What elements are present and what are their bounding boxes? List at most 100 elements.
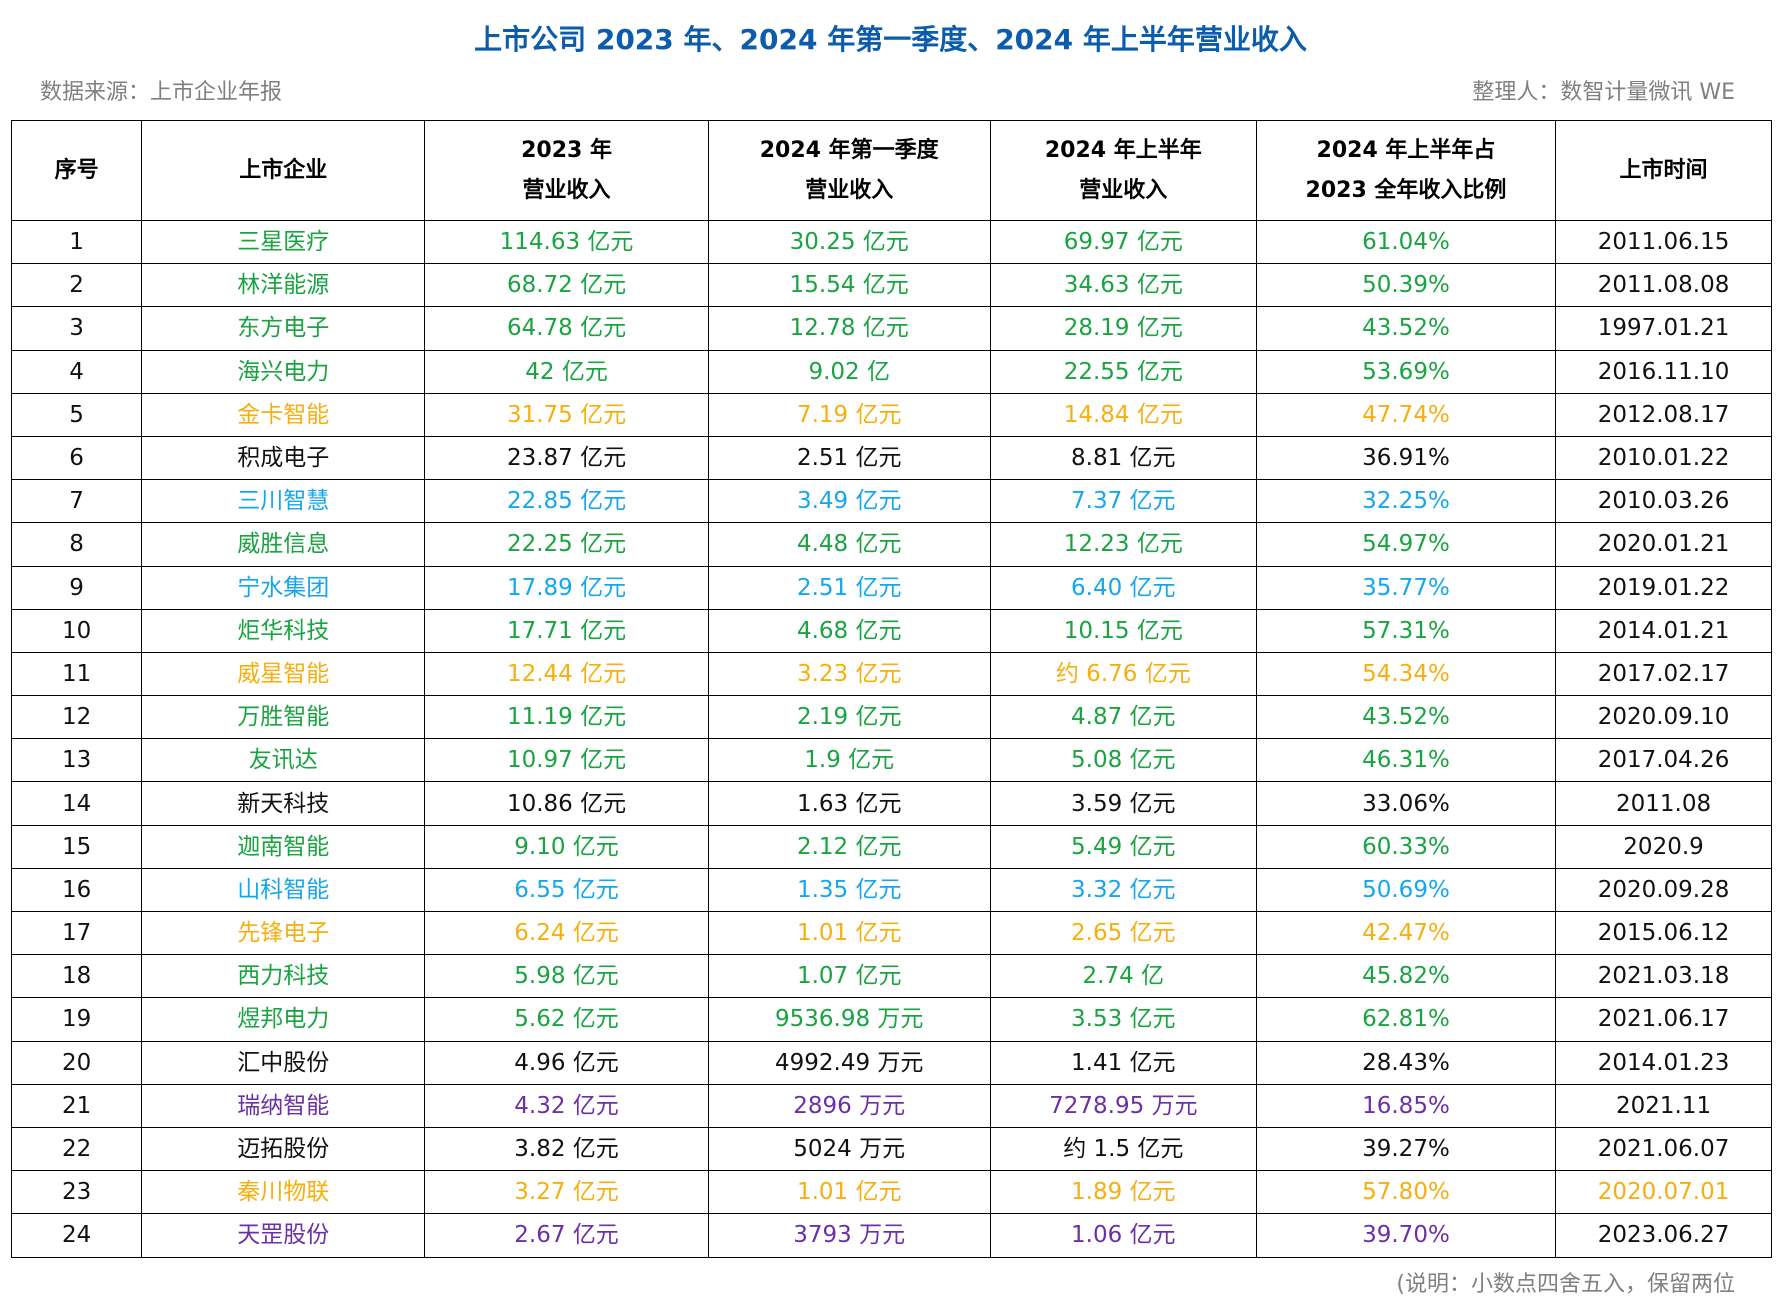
row-index: 1 bbox=[10, 219, 143, 265]
company-name: 煜邦电力 bbox=[141, 997, 426, 1042]
revenue-2024-h1: 12.23 亿元 bbox=[989, 522, 1257, 567]
row-index: 14 bbox=[10, 781, 143, 826]
table-row: 17 先锋电子 6.24 亿元 1.01 亿元 2.65 亿元 42.47% 2015.06… bbox=[10, 910, 1772, 956]
ratio-percent: 35.77% bbox=[1255, 565, 1557, 610]
listing-date: 2011.08 bbox=[1555, 781, 1772, 826]
listing-date: 2020.07.01 bbox=[1555, 1170, 1772, 1215]
ratio-percent: 57.31% bbox=[1255, 608, 1557, 653]
revenue-2024-q1: 3793 万元 bbox=[707, 1213, 991, 1258]
listing-date: 2012.08.17 bbox=[1555, 392, 1772, 437]
ratio-percent: 47.74% bbox=[1255, 392, 1557, 437]
revenue-2024-q1: 4992.49 万元 bbox=[707, 1040, 991, 1085]
row-index: 12 bbox=[10, 695, 143, 740]
ratio-percent: 32.25% bbox=[1255, 479, 1557, 524]
revenue-2024-q1: 3.49 亿元 bbox=[707, 479, 991, 524]
table-row: 15 迦南智能 9.10 亿元 2.12 亿元 5.49 亿元 60.33% 2020.9 bbox=[10, 824, 1772, 869]
company-name: 积成电子 bbox=[141, 435, 426, 481]
listing-date: 2020.9 bbox=[1555, 824, 1772, 869]
table-row: 21 瑞纳智能 4.32 亿元 2896 万元 7278.95 万元 16.85% 2021… bbox=[10, 1083, 1772, 1128]
revenue-2023: 4.96 亿元 bbox=[424, 1040, 709, 1085]
header-revenue-2024-q1: 2024 年第一季度 营业收入 bbox=[707, 120, 991, 221]
ratio-percent: 61.04% bbox=[1255, 219, 1557, 265]
ratio-percent: 50.39% bbox=[1255, 263, 1557, 308]
row-index: 7 bbox=[10, 479, 143, 524]
company-name: 三星医疗 bbox=[141, 219, 426, 265]
revenue-2024-q1: 9.02 亿 bbox=[707, 349, 991, 394]
revenue-2024-q1: 2.12 亿元 bbox=[707, 824, 991, 869]
revenue-2024-h1: 约 1.5 亿元 bbox=[989, 1126, 1257, 1172]
table-row: 2 林洋能源 68.72 亿元 15.54 亿元 34.63 亿元 50.39% 2011.… bbox=[10, 263, 1772, 308]
row-index: 8 bbox=[10, 522, 143, 567]
table-row: 12 万胜智能 11.19 亿元 2.19 亿元 4.87 亿元 43.52% 2020.0… bbox=[10, 695, 1772, 740]
page-title: 上市公司 2023 年、2024 年第一季度、2024 年上半年营业收入 bbox=[474, 23, 1307, 56]
company-name: 海兴电力 bbox=[141, 349, 426, 394]
ratio-percent: 36.91% bbox=[1255, 435, 1557, 481]
revenue-2024-h1: 2.74 亿 bbox=[989, 954, 1257, 999]
row-index: 19 bbox=[10, 997, 143, 1042]
table-row: 5 金卡智能 31.75 亿元 7.19 亿元 14.84 亿元 47.74% 2012.0… bbox=[10, 392, 1772, 437]
company-name: 宁水集团 bbox=[141, 565, 426, 610]
revenue-2023: 12.44 亿元 bbox=[424, 651, 709, 697]
listing-date: 2020.01.21 bbox=[1555, 522, 1772, 567]
listing-date: 2021.11 bbox=[1555, 1083, 1772, 1128]
revenue-2024-h1: 7278.95 万元 bbox=[989, 1083, 1257, 1128]
company-name: 林洋能源 bbox=[141, 263, 426, 308]
ratio-percent: 39.27% bbox=[1255, 1126, 1557, 1172]
company-name: 秦川物联 bbox=[141, 1170, 426, 1215]
revenue-2023: 64.78 亿元 bbox=[424, 306, 709, 351]
company-name: 天罡股份 bbox=[141, 1213, 426, 1258]
listing-date: 2021.06.17 bbox=[1555, 997, 1772, 1042]
revenue-2024-q1: 1.63 亿元 bbox=[707, 781, 991, 826]
listing-date: 2020.09.28 bbox=[1555, 867, 1772, 913]
row-index: 24 bbox=[10, 1213, 143, 1258]
ratio-percent: 16.85% bbox=[1255, 1083, 1557, 1128]
revenue-2023: 6.55 亿元 bbox=[424, 867, 709, 913]
ratio-percent: 39.70% bbox=[1255, 1213, 1557, 1258]
revenue-2024-q1: 7.19 亿元 bbox=[707, 392, 991, 437]
revenue-2024-h1: 14.84 亿元 bbox=[989, 392, 1257, 437]
revenue-2023: 6.24 亿元 bbox=[424, 910, 709, 956]
revenue-table: 序号 上市企业 2023 年营业收入 2024 年第一季度 营业收入 2024 年… bbox=[10, 120, 1772, 1258]
company-name: 友讯达 bbox=[141, 738, 426, 783]
row-index: 4 bbox=[10, 349, 143, 394]
table-row: 16 山科智能 6.55 亿元 1.35 亿元 3.32 亿元 50.69% 2020.09… bbox=[10, 867, 1772, 913]
listing-date: 2021.03.18 bbox=[1555, 954, 1772, 999]
revenue-2024-h1: 3.59 亿元 bbox=[989, 781, 1257, 826]
revenue-2024-h1: 1.89 亿元 bbox=[989, 1170, 1257, 1215]
revenue-2023: 5.98 亿元 bbox=[424, 954, 709, 999]
table-row: 3 东方电子 64.78 亿元 12.78 亿元 28.19 亿元 43.52% 1997.… bbox=[10, 306, 1772, 351]
revenue-2023: 2.67 亿元 bbox=[424, 1213, 709, 1258]
header-listing-date: 上市时间 bbox=[1555, 120, 1772, 221]
revenue-2024-h1: 69.97 亿元 bbox=[989, 219, 1257, 265]
table-row: 7 三川智慧 22.85 亿元 3.49 亿元 7.37 亿元 32.25% 2010.03… bbox=[10, 479, 1772, 524]
ratio-percent: 54.34% bbox=[1255, 651, 1557, 697]
listing-date: 2010.03.26 bbox=[1555, 479, 1772, 524]
row-index: 11 bbox=[10, 651, 143, 697]
revenue-2024-q1: 12.78 亿元 bbox=[707, 306, 991, 351]
compiler-credit: 整理人：数智计量微讯 WE bbox=[1472, 80, 1735, 105]
revenue-2024-h1: 5.49 亿元 bbox=[989, 824, 1257, 869]
revenue-2024-h1: 5.08 亿元 bbox=[989, 738, 1257, 783]
footnote: (说明：小数点四舍五入，保留两位 bbox=[1396, 1272, 1735, 1297]
table-row: 10 炬华科技 17.71 亿元 4.68 亿元 10.15 亿元 57.31% 2014.… bbox=[10, 608, 1772, 653]
row-index: 21 bbox=[10, 1083, 143, 1128]
revenue-2024-h1: 3.53 亿元 bbox=[989, 997, 1257, 1042]
table-row: 4 海兴电力 42 亿元 9.02 亿 22.55 亿元 53.69% 2016.11.10 bbox=[10, 349, 1772, 394]
ratio-percent: 62.81% bbox=[1255, 997, 1557, 1042]
listing-date: 2011.08.08 bbox=[1555, 263, 1772, 308]
revenue-2024-q1: 1.07 亿元 bbox=[707, 954, 991, 999]
revenue-2024-q1: 30.25 亿元 bbox=[707, 219, 991, 265]
revenue-2024-q1: 4.68 亿元 bbox=[707, 608, 991, 653]
table-row: 23 秦川物联 3.27 亿元 1.01 亿元 1.89 亿元 57.80% 2020.07… bbox=[10, 1170, 1772, 1215]
revenue-2024-q1: 5024 万元 bbox=[707, 1126, 991, 1172]
header-revenue-2024-h1: 2024 年上半年 营业收入 bbox=[989, 120, 1257, 221]
company-name: 威星智能 bbox=[141, 651, 426, 697]
row-index: 20 bbox=[10, 1040, 143, 1085]
ratio-percent: 45.82% bbox=[1255, 954, 1557, 999]
table-row: 1 三星医疗 114.63 亿元 30.25 亿元 69.97 亿元 61.04% 2011… bbox=[10, 219, 1772, 265]
listing-date: 2021.06.07 bbox=[1555, 1126, 1772, 1172]
revenue-2024-q1: 9536.98 万元 bbox=[707, 997, 991, 1042]
ratio-percent: 53.69% bbox=[1255, 349, 1557, 394]
table-header-row: 序号 上市企业 2023 年营业收入 2024 年第一季度 营业收入 2024 年… bbox=[10, 120, 1772, 221]
row-index: 9 bbox=[10, 565, 143, 610]
